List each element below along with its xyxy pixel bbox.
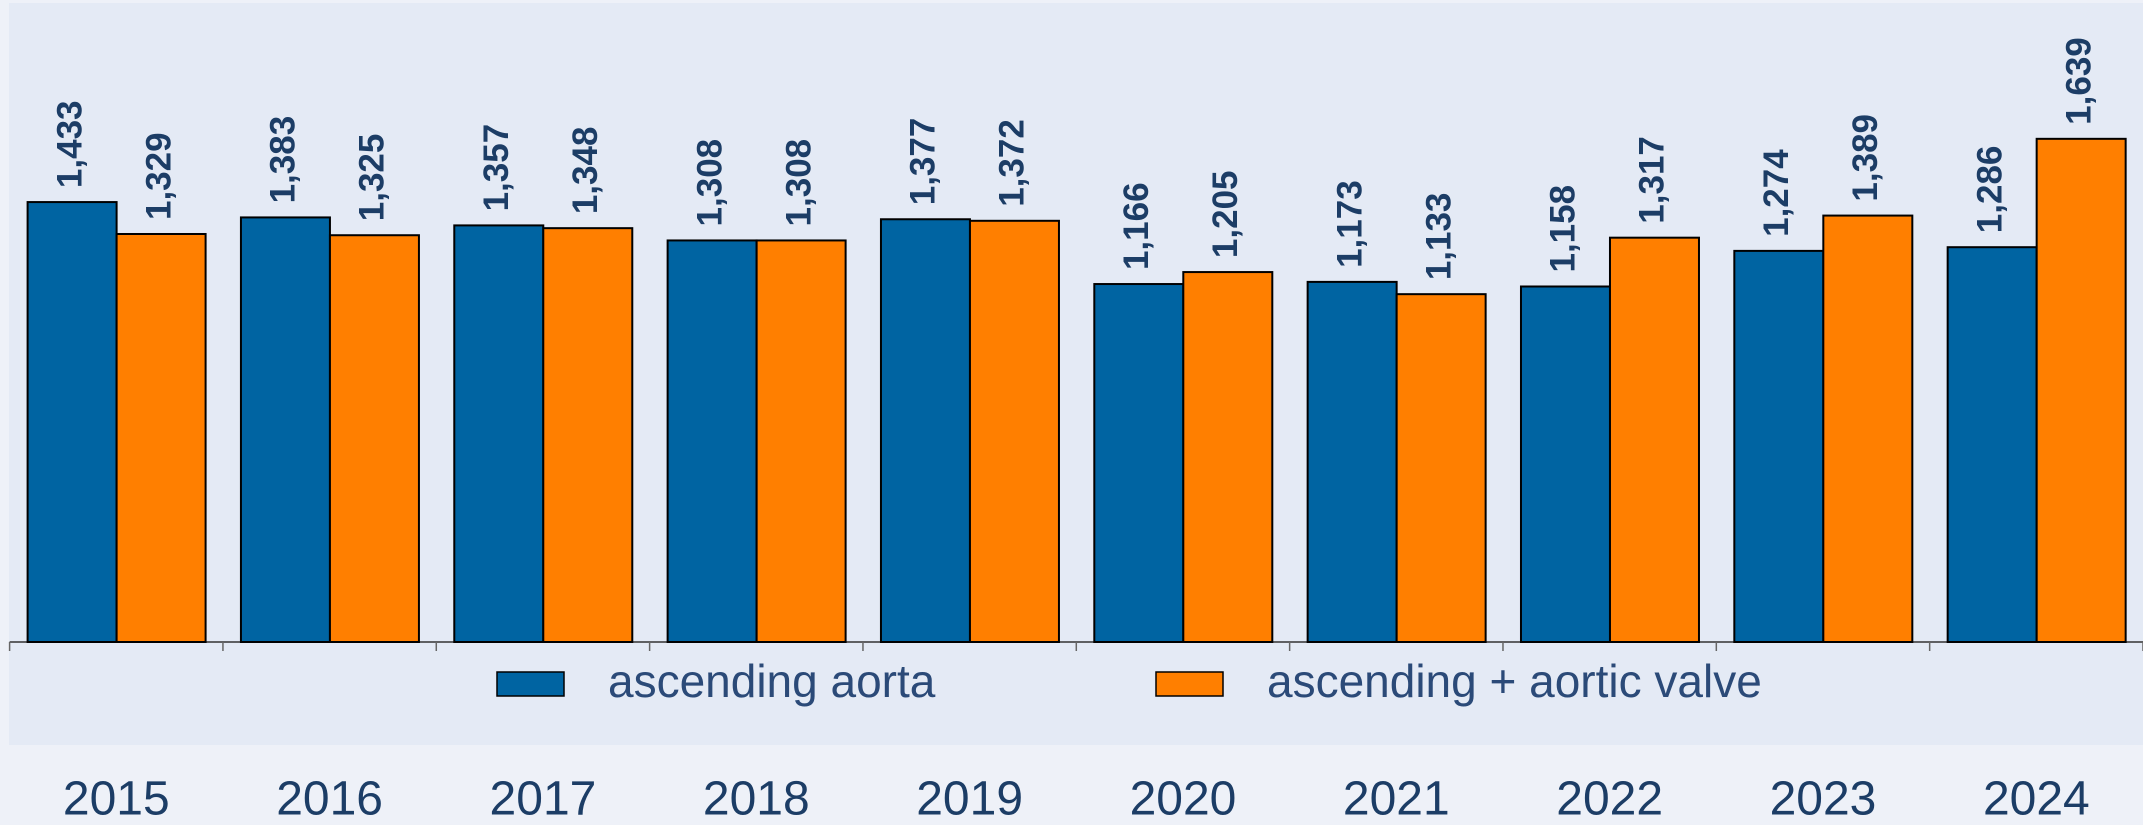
bar <box>968 219 1060 644</box>
bar <box>1093 283 1185 643</box>
bar <box>2035 137 2127 643</box>
value-label: 1,357 <box>477 124 516 212</box>
legend-swatch <box>1155 671 1224 697</box>
value-label: 1,377 <box>904 118 943 206</box>
bar <box>542 227 634 643</box>
value-label: 1,325 <box>353 134 392 222</box>
value-label: 1,329 <box>139 132 178 220</box>
x-tick-label: 2015 <box>63 773 170 825</box>
value-label: 1,133 <box>1419 193 1458 281</box>
value-label: 1,205 <box>1206 170 1245 258</box>
bar <box>1395 293 1487 643</box>
bar <box>1182 271 1274 643</box>
bar <box>115 232 207 643</box>
value-label: 1,158 <box>1544 185 1583 273</box>
bar <box>755 239 847 643</box>
bar <box>453 224 545 643</box>
x-tick-label: 2024 <box>1983 773 2090 825</box>
bar <box>239 216 331 643</box>
value-label: 1,372 <box>993 119 1032 207</box>
bar <box>26 201 118 643</box>
x-tick-label: 2022 <box>1556 773 1663 825</box>
value-label: 1,639 <box>2059 37 2098 125</box>
bar <box>666 239 758 643</box>
bar <box>1519 285 1611 643</box>
x-tick-label: 2020 <box>1130 773 1237 825</box>
value-label: 1,308 <box>779 139 818 227</box>
value-label: 1,286 <box>1970 146 2009 234</box>
value-label: 1,389 <box>1846 114 1885 202</box>
value-label: 1,173 <box>1330 180 1369 268</box>
value-label: 1,383 <box>264 116 303 204</box>
bar <box>1733 249 1825 644</box>
bar <box>1946 246 2038 643</box>
bar <box>1608 236 1700 643</box>
x-tick-label: 2017 <box>490 773 597 825</box>
x-tick-label: 2023 <box>1770 773 1877 825</box>
value-label: 1,348 <box>566 127 605 215</box>
x-tick-label: 2016 <box>276 773 383 825</box>
legend-swatch <box>496 671 565 697</box>
x-tick-label: 2018 <box>703 773 810 825</box>
legend-label: ascending aorta <box>608 655 936 707</box>
bar <box>1822 214 1914 643</box>
legend-label: ascending + aortic valve <box>1267 655 1762 707</box>
value-label: 1,433 <box>50 100 89 188</box>
value-label: 1,166 <box>1117 182 1156 270</box>
bar <box>1306 280 1398 643</box>
x-tick-label: 2019 <box>916 773 1023 825</box>
bar <box>879 218 971 644</box>
value-label: 1,317 <box>1633 136 1672 224</box>
value-label: 1,308 <box>690 139 729 227</box>
value-label: 1,274 <box>1757 149 1796 237</box>
bar <box>328 234 420 643</box>
x-tick-label: 2021 <box>1343 773 1450 825</box>
